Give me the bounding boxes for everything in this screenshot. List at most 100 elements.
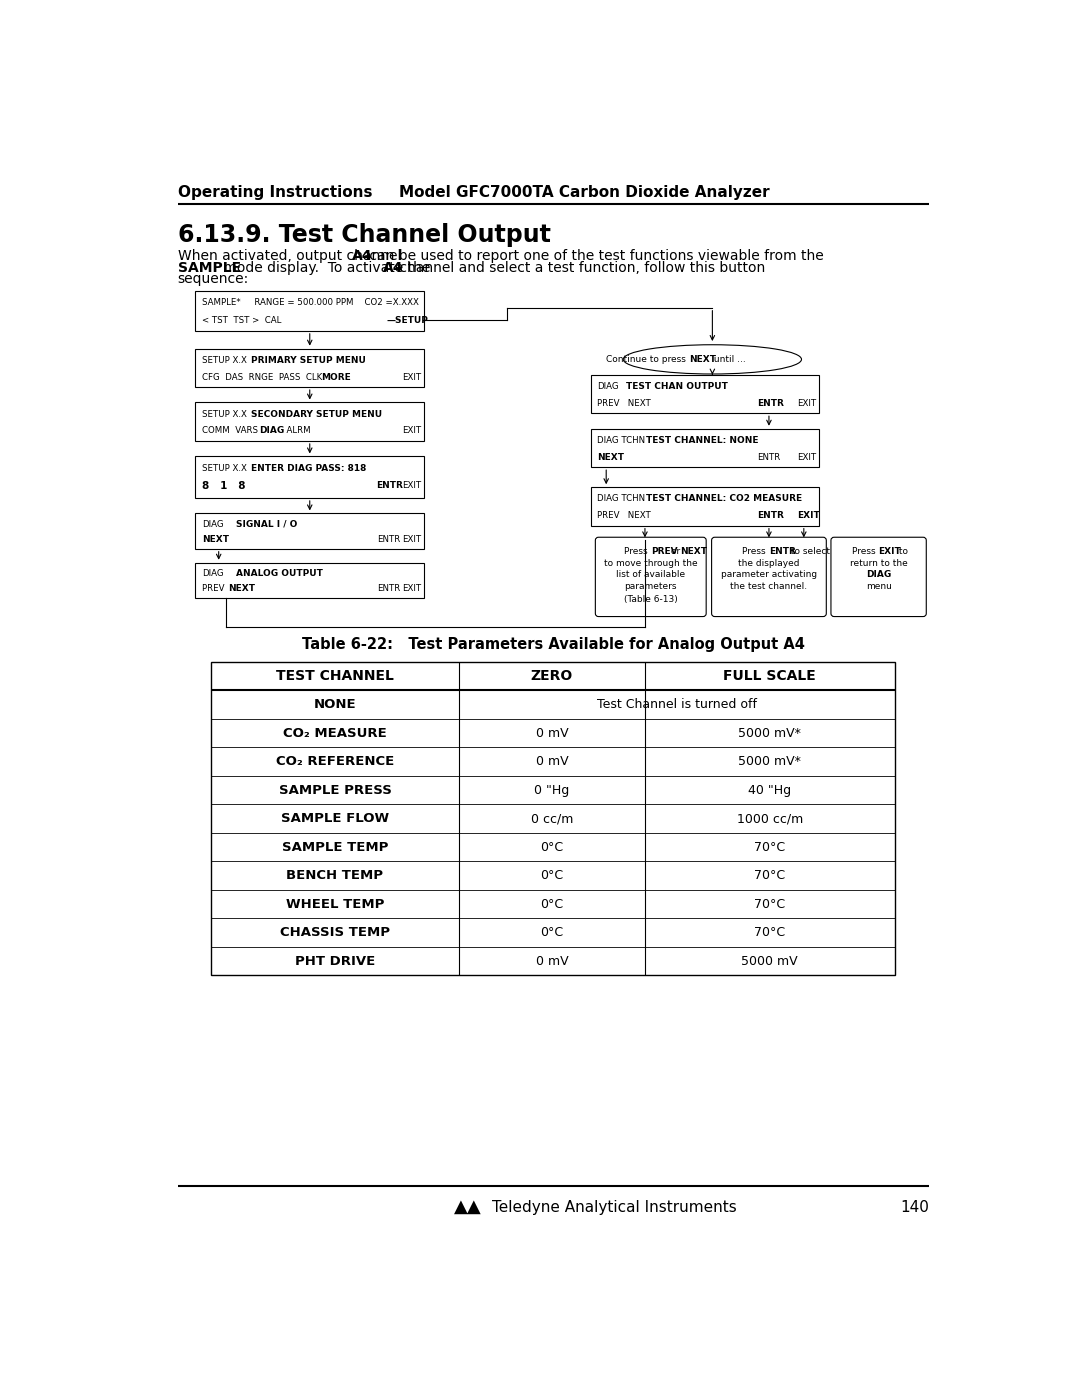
Bar bbox=[591, 488, 820, 525]
Text: SAMPLE*     RANGE = 500.000 PPM    CO2 =X.XXX: SAMPLE* RANGE = 500.000 PPM CO2 =X.XXX bbox=[202, 298, 419, 307]
Text: ALRM: ALRM bbox=[281, 426, 310, 436]
Text: COMM  VARS: COMM VARS bbox=[202, 426, 264, 436]
Text: TEST CHAN OUTPUT: TEST CHAN OUTPUT bbox=[625, 381, 728, 391]
Text: Press: Press bbox=[742, 548, 769, 556]
Text: until ...: until ... bbox=[711, 355, 745, 363]
Text: 0 mV: 0 mV bbox=[536, 726, 568, 739]
Text: 40 "Hg: 40 "Hg bbox=[748, 784, 792, 796]
Text: NEXT: NEXT bbox=[680, 548, 707, 556]
Text: FULL SCALE: FULL SCALE bbox=[724, 669, 816, 683]
Text: or: or bbox=[667, 548, 683, 556]
Text: NONE: NONE bbox=[313, 698, 356, 711]
Text: menu: menu bbox=[866, 583, 892, 591]
Bar bbox=[211, 662, 894, 975]
Text: EXIT: EXIT bbox=[403, 373, 421, 381]
Text: 5000 mV*: 5000 mV* bbox=[739, 756, 801, 768]
Text: ENTR: ENTR bbox=[378, 535, 401, 543]
Bar bbox=[195, 291, 424, 331]
Text: DIAG: DIAG bbox=[202, 520, 224, 528]
Text: CHASSIS TEMP: CHASSIS TEMP bbox=[280, 926, 390, 939]
Text: 0°C: 0°C bbox=[540, 841, 564, 854]
Text: ▲▲: ▲▲ bbox=[455, 1199, 482, 1217]
FancyBboxPatch shape bbox=[831, 538, 927, 616]
Text: EXIT: EXIT bbox=[798, 398, 816, 408]
Text: < TST  TST >  CAL: < TST TST > CAL bbox=[202, 316, 281, 324]
Text: mode display.  To activate the: mode display. To activate the bbox=[218, 261, 434, 275]
Text: parameter activating: parameter activating bbox=[720, 570, 816, 580]
Text: SAMPLE TEMP: SAMPLE TEMP bbox=[282, 841, 388, 854]
Text: A4: A4 bbox=[352, 249, 373, 263]
Text: Press: Press bbox=[852, 548, 879, 556]
Text: TEST CHANNEL: CO2 MEASURE: TEST CHANNEL: CO2 MEASURE bbox=[647, 495, 802, 503]
Text: 1000 cc/m: 1000 cc/m bbox=[737, 812, 802, 826]
Text: DIAG TCHN: DIAG TCHN bbox=[597, 495, 645, 503]
Text: ENTER DIAG PASS: 818: ENTER DIAG PASS: 818 bbox=[252, 464, 366, 474]
Text: DIAG: DIAG bbox=[259, 426, 284, 436]
Text: return to the: return to the bbox=[850, 559, 907, 569]
Text: NEXT: NEXT bbox=[228, 584, 255, 594]
Text: 6.13.9. Test Channel Output: 6.13.9. Test Channel Output bbox=[177, 222, 551, 247]
Text: the displayed: the displayed bbox=[739, 559, 799, 569]
Text: parameters: parameters bbox=[624, 583, 677, 591]
Text: WHEEL TEMP: WHEEL TEMP bbox=[286, 898, 384, 911]
Text: PHT DRIVE: PHT DRIVE bbox=[295, 954, 375, 968]
Text: EXIT: EXIT bbox=[403, 584, 421, 594]
Text: Continue to press: Continue to press bbox=[606, 355, 689, 363]
Text: PREV   NEXT: PREV NEXT bbox=[597, 398, 650, 408]
Text: to select: to select bbox=[787, 548, 829, 556]
Text: PREV   NEXT: PREV NEXT bbox=[597, 511, 650, 520]
Text: ENTR: ENTR bbox=[376, 481, 403, 490]
Text: DIAG: DIAG bbox=[597, 381, 619, 391]
Text: SAMPLE PRESS: SAMPLE PRESS bbox=[279, 784, 391, 796]
Text: —SETUP: —SETUP bbox=[387, 316, 429, 324]
Text: ENTR: ENTR bbox=[769, 548, 796, 556]
Ellipse shape bbox=[623, 345, 801, 374]
Text: Operating Instructions: Operating Instructions bbox=[177, 184, 373, 200]
Text: 8   1   8: 8 1 8 bbox=[202, 481, 245, 490]
Text: 0 mV: 0 mV bbox=[536, 756, 568, 768]
Text: PREV: PREV bbox=[651, 548, 677, 556]
Text: 0 cc/m: 0 cc/m bbox=[530, 812, 573, 826]
Text: ENTR: ENTR bbox=[757, 398, 784, 408]
Text: 0 "Hg: 0 "Hg bbox=[535, 784, 569, 796]
FancyBboxPatch shape bbox=[712, 538, 826, 616]
Text: ENTR: ENTR bbox=[378, 584, 401, 594]
Text: A4: A4 bbox=[383, 261, 404, 275]
Text: Press: Press bbox=[624, 548, 651, 556]
Text: EXIT: EXIT bbox=[879, 548, 902, 556]
Text: Teledyne Analytical Instruments: Teledyne Analytical Instruments bbox=[491, 1200, 737, 1214]
Text: Test Channel is turned off: Test Channel is turned off bbox=[597, 698, 757, 711]
Text: 0°C: 0°C bbox=[540, 926, 564, 939]
Text: TEST CHANNEL: NONE: TEST CHANNEL: NONE bbox=[647, 436, 759, 444]
Text: Model GFC7000TA Carbon Dioxide Analyzer: Model GFC7000TA Carbon Dioxide Analyzer bbox=[400, 184, 770, 200]
Text: list of available: list of available bbox=[617, 570, 686, 580]
Text: SAMPLE: SAMPLE bbox=[177, 261, 241, 275]
Text: 140: 140 bbox=[901, 1200, 930, 1214]
Text: 70°C: 70°C bbox=[754, 926, 785, 939]
Text: BENCH TEMP: BENCH TEMP bbox=[286, 869, 383, 882]
Text: SECONDARY SETUP MENU: SECONDARY SETUP MENU bbox=[252, 409, 382, 419]
Text: EXIT: EXIT bbox=[798, 453, 816, 461]
Text: 5000 mV: 5000 mV bbox=[741, 954, 798, 968]
Text: (Table 6-13): (Table 6-13) bbox=[624, 595, 677, 604]
Text: When activated, output channel: When activated, output channel bbox=[177, 249, 405, 263]
Text: Table 6-22:   Test Parameters Available for Analog Output A4: Table 6-22: Test Parameters Available fo… bbox=[302, 637, 805, 652]
Text: to: to bbox=[895, 548, 907, 556]
Bar bbox=[195, 457, 424, 497]
Text: ZERO: ZERO bbox=[531, 669, 573, 683]
Bar bbox=[195, 402, 424, 441]
Text: sequence:: sequence: bbox=[177, 272, 248, 286]
FancyBboxPatch shape bbox=[595, 538, 706, 616]
Text: MORE: MORE bbox=[321, 373, 351, 381]
Text: EXIT: EXIT bbox=[403, 481, 421, 490]
Text: EXIT: EXIT bbox=[403, 426, 421, 436]
Text: DIAG TCHN: DIAG TCHN bbox=[597, 436, 645, 444]
Text: SETUP X.X: SETUP X.X bbox=[202, 464, 246, 474]
Text: can be used to report one of the test functions viewable from the: can be used to report one of the test fu… bbox=[365, 249, 824, 263]
Text: PREV: PREV bbox=[202, 584, 230, 594]
Text: DIAG: DIAG bbox=[202, 569, 224, 578]
Text: 0°C: 0°C bbox=[540, 898, 564, 911]
Text: ANALOG OUTPUT: ANALOG OUTPUT bbox=[235, 569, 323, 578]
Text: NEXT: NEXT bbox=[597, 453, 624, 461]
Text: the test channel.: the test channel. bbox=[730, 583, 808, 591]
